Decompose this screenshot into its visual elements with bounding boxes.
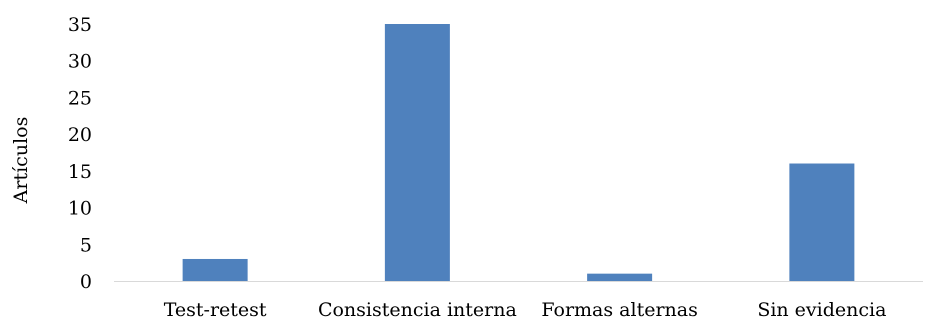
y-tick-label: 30 xyxy=(68,51,92,73)
x-axis-labels: Test-retest Consistencia interna Formas al… xyxy=(164,299,887,321)
y-tick-label: 5 xyxy=(80,234,92,256)
y-axis-ticks: 0 5 10 15 20 25 30 35 xyxy=(68,14,92,293)
bar xyxy=(182,258,248,281)
bar xyxy=(587,273,653,281)
x-tick-label: Sin evidencia xyxy=(757,299,886,321)
y-tick-label: 20 xyxy=(68,124,92,146)
y-tick-label: 25 xyxy=(68,87,92,109)
y-tick-label: 10 xyxy=(68,198,92,220)
bars xyxy=(182,24,855,281)
y-tick-label: 15 xyxy=(68,161,92,183)
y-tick-label: 35 xyxy=(68,14,92,36)
x-tick-label: Test-retest xyxy=(164,299,267,321)
bar xyxy=(789,163,855,281)
bar xyxy=(384,24,450,281)
x-tick-label: Formas alternas xyxy=(541,299,697,321)
y-axis-label: Artículos xyxy=(10,117,32,205)
x-tick-label: Consistencia interna xyxy=(318,299,517,321)
y-tick-label: 0 xyxy=(80,271,92,293)
